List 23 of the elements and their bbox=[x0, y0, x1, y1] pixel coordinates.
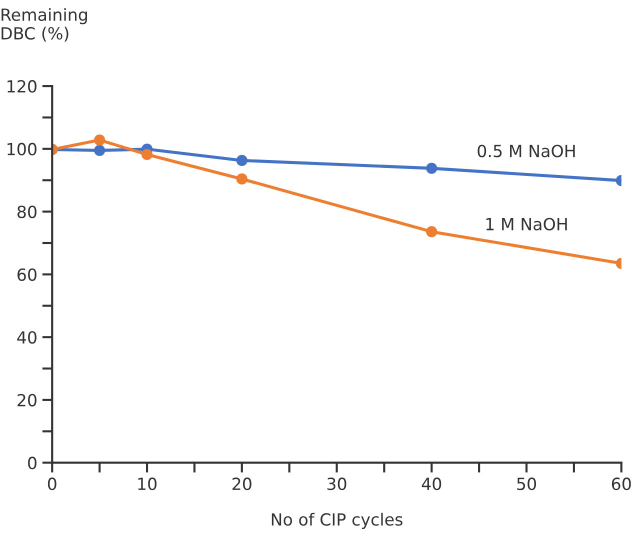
point bbox=[236, 154, 248, 166]
series-label: 1 M NaOH bbox=[486, 218, 567, 230]
point bbox=[236, 173, 248, 185]
y-tick-label: 20 bbox=[18, 394, 36, 406]
point bbox=[94, 134, 106, 146]
y-tick-label: 40 bbox=[17, 331, 36, 344]
x-tick-label: 50 bbox=[517, 478, 536, 490]
x-tick-label: 60 bbox=[612, 478, 631, 490]
y-tick-label: 100 bbox=[8, 142, 36, 156]
point bbox=[141, 148, 153, 160]
y-tick-label: 120 bbox=[8, 80, 36, 93]
x-tick-label: 0 bbox=[48, 478, 56, 490]
y-axis-title: Remaining DBC (%) bbox=[2, 8, 87, 42]
x-tick-label: 30 bbox=[327, 478, 346, 490]
x-tick-label: 40 bbox=[422, 478, 442, 490]
series-label: 0.5 M NaOH bbox=[478, 144, 575, 158]
y-tick-label: 80 bbox=[17, 206, 36, 218]
x-tick-label: 20 bbox=[232, 478, 252, 490]
point bbox=[94, 144, 106, 156]
y-tick-label: 60 bbox=[18, 268, 36, 281]
x-axis-title: No of CIP cycles bbox=[272, 512, 402, 529]
x-tick-label: 10 bbox=[138, 478, 157, 490]
y-tick-label: 0 bbox=[28, 456, 36, 470]
